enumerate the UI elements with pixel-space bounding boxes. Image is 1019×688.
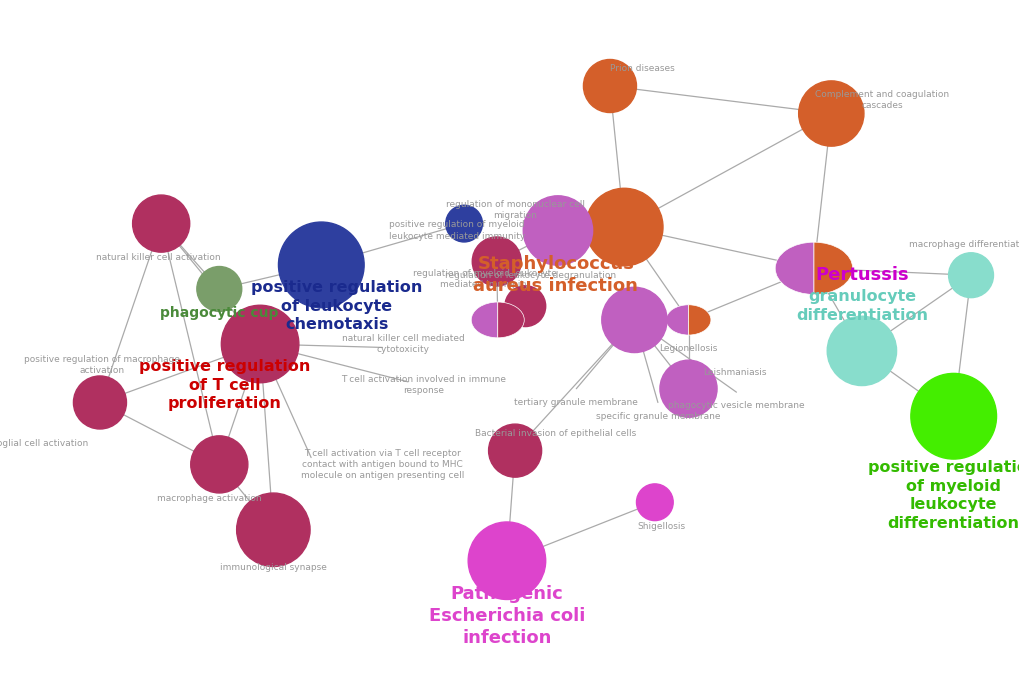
Text: regulation of leukocyte degranulation: regulation of leukocyte degranulation	[444, 270, 615, 280]
Ellipse shape	[601, 288, 666, 352]
Text: positive regulation
of leukocyte
chemotaxis: positive regulation of leukocyte chemota…	[251, 280, 422, 332]
Text: Complement and coagulation
cascades: Complement and coagulation cascades	[814, 89, 949, 110]
Text: positive regulation of macrophage
activation: positive regulation of macrophage activa…	[24, 354, 179, 375]
Ellipse shape	[197, 266, 242, 312]
Text: Shigellosis: Shigellosis	[636, 522, 685, 531]
Text: regulation of mononuclear cell
migration: regulation of mononuclear cell migration	[445, 200, 584, 220]
Text: Legionellosis: Legionellosis	[658, 344, 717, 354]
Ellipse shape	[504, 286, 545, 327]
Text: specific granule membrane: specific granule membrane	[595, 411, 719, 421]
Ellipse shape	[221, 305, 299, 383]
Ellipse shape	[583, 59, 636, 113]
Text: Leishmaniasis: Leishmaniasis	[702, 368, 765, 378]
Wedge shape	[688, 305, 710, 335]
Ellipse shape	[472, 237, 521, 286]
Wedge shape	[774, 242, 813, 294]
Ellipse shape	[798, 81, 863, 146]
Text: phagocytic vesicle membrane: phagocytic vesicle membrane	[667, 401, 804, 411]
Text: positive regulation of myeloid
leukocyte mediated immunity: positive regulation of myeloid leukocyte…	[388, 220, 525, 241]
Text: microglial cell activation: microglial cell activation	[0, 439, 89, 449]
Ellipse shape	[636, 484, 673, 521]
Wedge shape	[497, 302, 524, 338]
Text: phagocytic cup: phagocytic cup	[160, 306, 278, 320]
Text: T cell activation via T cell receptor
contact with antigen bound to MHC
molecule: T cell activation via T cell receptor co…	[301, 449, 464, 480]
Ellipse shape	[445, 205, 482, 242]
Ellipse shape	[73, 376, 126, 429]
Text: immunological synapse: immunological synapse	[220, 563, 326, 572]
Text: tertiary granule membrane: tertiary granule membrane	[514, 398, 638, 407]
Text: macrophage activation: macrophage activation	[157, 494, 261, 504]
Ellipse shape	[585, 189, 662, 266]
Text: positive regulation
of myeloid
leukocyte
differentiation: positive regulation of myeloid leukocyte…	[867, 460, 1019, 530]
Ellipse shape	[523, 196, 592, 265]
Text: macrophage differentiation: macrophage differentiation	[908, 239, 1019, 249]
Text: Pathogenic
Escherichia coli
infection: Pathogenic Escherichia coli infection	[428, 585, 585, 647]
Wedge shape	[813, 242, 852, 294]
Text: Pertussis: Pertussis	[814, 266, 908, 284]
Text: T cell activation involved in immune
response: T cell activation involved in immune res…	[340, 375, 505, 396]
Text: natural killer cell mediated
cytotoxicity: natural killer cell mediated cytotoxicit…	[341, 334, 464, 354]
Wedge shape	[471, 302, 497, 338]
Ellipse shape	[191, 436, 248, 493]
Text: positive regulation
of T cell
proliferation: positive regulation of T cell proliferat…	[139, 359, 310, 411]
Text: Bacterial invasion of epithelial cells: Bacterial invasion of epithelial cells	[475, 429, 636, 438]
Ellipse shape	[236, 493, 310, 566]
Text: Staphylococcus
aureus infection: Staphylococcus aureus infection	[473, 255, 638, 295]
Text: regulation of myeloid leukocyte
mediated immunity: regulation of myeloid leukocyte mediated…	[412, 268, 556, 289]
Wedge shape	[665, 305, 688, 335]
Text: Prion diseases: Prion diseases	[609, 64, 675, 74]
Text: granulocyte
differentiation: granulocyte differentiation	[795, 290, 927, 323]
Text: natural killer cell activation: natural killer cell activation	[96, 253, 220, 263]
Ellipse shape	[488, 424, 541, 477]
Ellipse shape	[468, 522, 545, 599]
Ellipse shape	[132, 195, 190, 252]
Ellipse shape	[948, 252, 993, 298]
Ellipse shape	[278, 222, 364, 308]
Ellipse shape	[659, 360, 716, 418]
Ellipse shape	[826, 316, 896, 385]
Ellipse shape	[910, 374, 996, 459]
